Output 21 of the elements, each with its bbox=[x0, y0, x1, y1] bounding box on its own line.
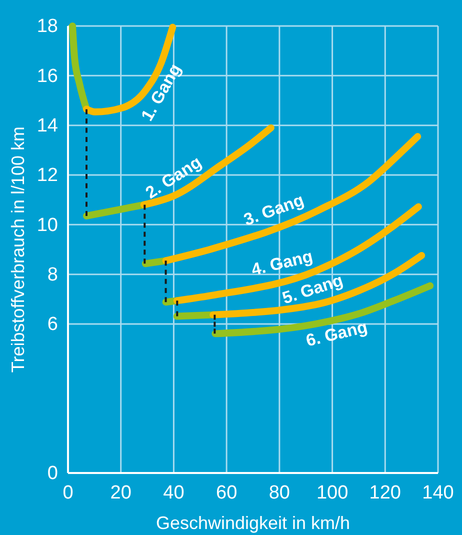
text: 2. Gang bbox=[142, 152, 205, 202]
y-tick-label: 18 bbox=[36, 16, 58, 38]
y-tick-label: 16 bbox=[36, 66, 58, 87]
y-tick-label: 14 bbox=[36, 115, 58, 136]
x-axis-title: Geschwindigkeit in km/h bbox=[156, 513, 350, 533]
y-tick-label: 0 bbox=[47, 463, 58, 484]
x-tick-label: 100 bbox=[316, 482, 348, 504]
y-axis-title: Treibstoffverbrauch in l/100 km bbox=[8, 126, 28, 373]
text: 3. Gang bbox=[241, 190, 306, 230]
x-tick-label: 20 bbox=[110, 482, 132, 504]
y-tick-label: 12 bbox=[36, 165, 58, 186]
x-tick-label: 0 bbox=[62, 482, 74, 504]
text: 6. Gang bbox=[304, 317, 370, 350]
x-tick-label: 120 bbox=[369, 482, 401, 504]
y-tick-label: 10 bbox=[36, 214, 58, 236]
x-tick-label: 60 bbox=[216, 482, 238, 504]
x-tick-label: 140 bbox=[422, 482, 454, 504]
y-tick-label: 8 bbox=[47, 264, 58, 286]
y-tick-label: 6 bbox=[47, 314, 58, 336]
x-tick-label: 80 bbox=[268, 482, 290, 504]
x-tick-label: 40 bbox=[163, 482, 184, 504]
